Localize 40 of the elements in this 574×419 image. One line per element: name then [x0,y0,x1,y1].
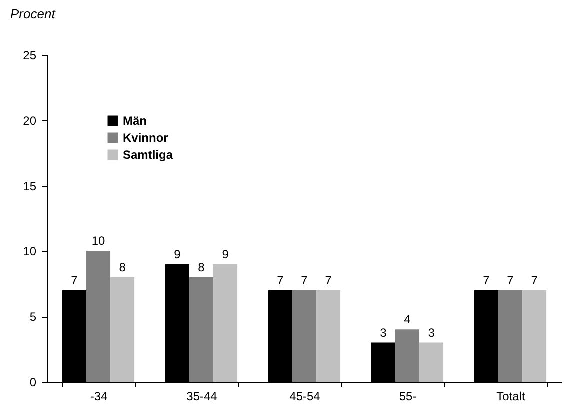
data-label: 7 [301,273,308,288]
x-tick-label: Totalt [496,390,526,404]
data-label: 3 [380,326,388,340]
data-label: 3 [428,326,436,340]
legend-label: Samtliga [123,148,174,162]
bar [316,290,341,382]
bar [292,290,317,382]
data-label: 8 [119,260,126,274]
x-tick-label: 45-54 [290,390,321,404]
legend-label: Män [123,114,147,128]
data-label: 8 [198,260,206,274]
bar [522,290,547,382]
bar [214,264,238,382]
data-label: 7 [531,273,538,288]
bar [420,342,444,382]
x-tick-label: 55- [399,390,417,404]
y-tick-label: 25 [23,48,37,62]
data-label: 7 [71,273,78,288]
x-tick-label: -34 [90,390,108,404]
data-label: 10 [92,234,106,248]
data-label: 7 [277,273,284,288]
y-tick-label: 20 [23,114,37,128]
bar [189,277,214,382]
bar [110,277,135,382]
bar [498,290,523,382]
data-label: 4 [404,312,412,327]
bar [395,330,420,382]
legend-label: Kvinnor [123,131,169,145]
bar [86,251,111,382]
y-tick-label: 10 [23,244,37,259]
data-label: 7 [325,273,332,288]
y-tick-label: 5 [30,310,37,324]
x-tick-label: 35-44 [186,390,218,404]
data-label: 7 [483,273,490,288]
data-label: 9 [222,247,230,262]
data-label: 9 [174,247,182,262]
y-tick-label: 0 [30,376,37,390]
data-label: 7 [507,273,514,288]
y-axis-title: Procent [10,6,57,22]
y-tick-label: 15 [23,179,37,194]
